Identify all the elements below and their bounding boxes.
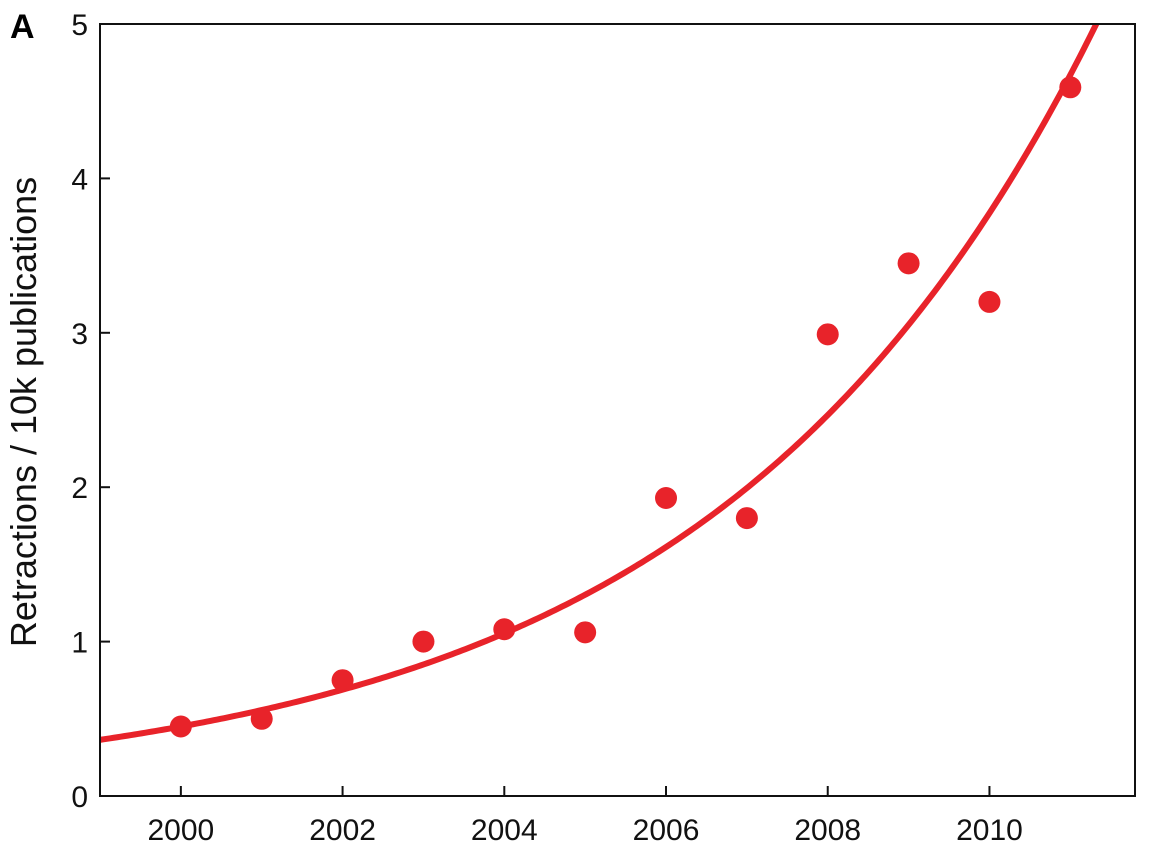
- y-tick-label-3: 3: [71, 318, 88, 351]
- y-tick-label-4: 4: [71, 163, 88, 196]
- y-tick-label-2: 2: [71, 472, 88, 505]
- data-point-2001: [250, 707, 273, 730]
- data-point-2006: [655, 487, 678, 510]
- data-point-2000: [169, 715, 192, 738]
- data-point-2011: [1059, 76, 1082, 99]
- x-tick-label-2008: 2008: [794, 814, 861, 847]
- y-tick-label-0: 0: [71, 781, 88, 814]
- fit-curve: [101, 25, 1100, 743]
- data-point-2007: [735, 507, 758, 530]
- y-tick-label-1: 1: [71, 627, 88, 660]
- x-tick-label-2006: 2006: [633, 814, 700, 847]
- data-points: [169, 76, 1082, 738]
- x-tick-label-2000: 2000: [147, 814, 214, 847]
- tick-labels: 2000 2002 2004 2006 2008 2010 0 1 2 3 4 5: [71, 9, 1023, 847]
- y-tick-label-5: 5: [71, 9, 88, 42]
- data-point-2003: [412, 630, 435, 653]
- data-point-2008: [816, 323, 839, 346]
- axis-ticks: [100, 23, 991, 797]
- plot-frame: [99, 23, 1136, 797]
- data-point-2004: [493, 618, 516, 641]
- data-point-2005: [574, 621, 597, 644]
- x-tick-label-2004: 2004: [471, 814, 538, 847]
- data-point-2002: [331, 669, 354, 692]
- panel-label: A: [10, 8, 35, 46]
- x-tick-label-2002: 2002: [309, 814, 376, 847]
- data-point-2009: [897, 252, 920, 275]
- data-point-2010: [978, 290, 1001, 313]
- x-tick-label-2010: 2010: [956, 814, 1023, 847]
- y-axis-title: Retractions / 10k publications: [3, 177, 44, 647]
